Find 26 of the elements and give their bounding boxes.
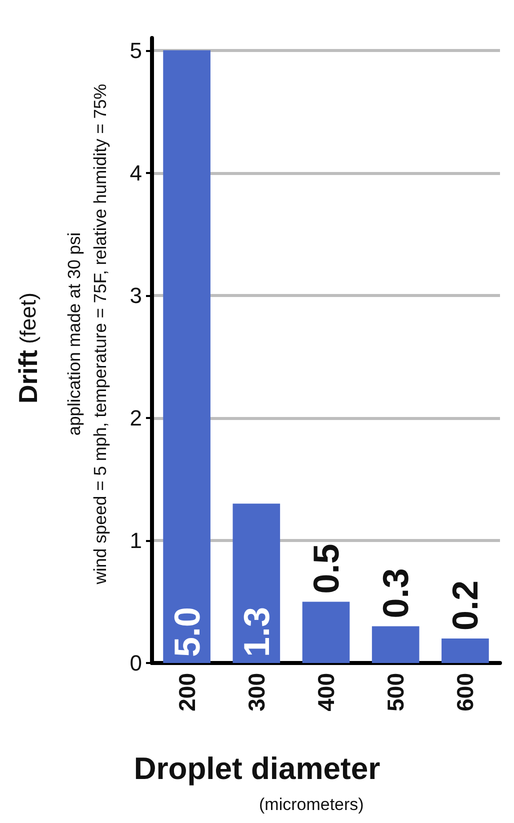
data-label: 1.3	[236, 606, 277, 657]
bar	[372, 626, 420, 663]
y-tick-label: 0	[130, 650, 142, 676]
bar	[302, 602, 350, 663]
text: wind speed = 5 mph, temperature = 75F, relative humidity = 75%	[90, 84, 110, 586]
text: (micrometers)	[259, 795, 364, 814]
data-label: 5.0	[166, 606, 208, 657]
y-tick-label: 2	[130, 405, 142, 430]
y-axis-title: Drift (feet)	[13, 292, 43, 404]
bar	[442, 638, 489, 663]
data-label: 0.3	[375, 568, 416, 618]
x-tick-label: 400	[313, 673, 339, 712]
y-tick-label: 3	[130, 282, 142, 308]
bar	[232, 504, 280, 663]
x-axis-title: Droplet diameter	[134, 751, 380, 786]
y-tick-label: 4	[130, 160, 142, 186]
text: application made at 30 psi	[64, 232, 84, 436]
x-tick-label: 500	[382, 673, 409, 712]
x-tick-label: 200	[174, 673, 200, 712]
y-tick-label: 5	[130, 38, 142, 63]
data-label: 0.5	[306, 544, 346, 594]
bar	[163, 50, 210, 663]
x-tick-label: 600	[452, 673, 478, 712]
data-label: 0.2	[444, 580, 486, 630]
y-tick-label: 1	[130, 528, 142, 553]
x-tick-label: 300	[243, 673, 270, 712]
